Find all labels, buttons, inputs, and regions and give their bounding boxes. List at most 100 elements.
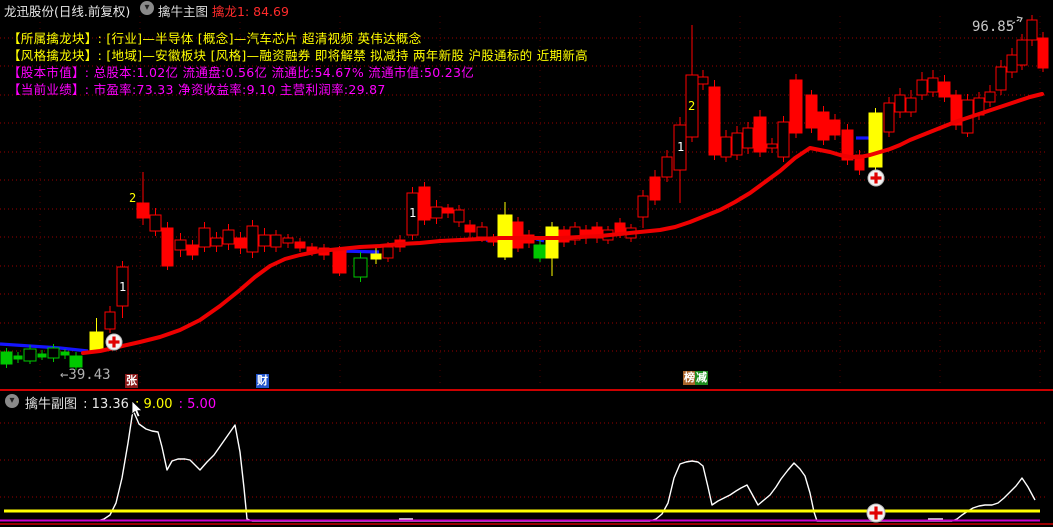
candle-body <box>1006 54 1018 73</box>
candle-body <box>995 66 1007 91</box>
candle-body <box>817 111 830 141</box>
candle-body <box>258 234 271 247</box>
candle-body <box>136 202 150 219</box>
candle-body <box>382 246 394 259</box>
candle-body <box>47 347 60 359</box>
signal-medal-icon <box>870 176 882 180</box>
candle-body <box>270 234 282 248</box>
candle-body <box>905 97 917 113</box>
candle-body <box>161 227 174 267</box>
candle-body <box>805 94 818 129</box>
candle-body <box>222 229 235 245</box>
stock-info-line: 【风格擒龙块】: [地域]—安徽板块 [风格]—融资融券 即将解禁 拟减持 两年… <box>8 48 588 63</box>
candle-body <box>984 91 996 103</box>
candle-body <box>753 116 767 153</box>
candle-body <box>829 119 841 136</box>
candle-body <box>789 79 803 134</box>
candle-body <box>1037 37 1049 69</box>
candle-body <box>406 192 419 236</box>
candle-body <box>69 355 83 368</box>
candle-body <box>430 206 443 219</box>
candle-number-label: 2 <box>688 99 695 113</box>
high-price-label: 96.85 <box>972 19 1014 35</box>
candle-body <box>1016 39 1028 66</box>
subchart-indicator-line <box>96 409 1036 522</box>
candle-body <box>938 81 951 98</box>
candle-body <box>246 225 259 253</box>
candle-body <box>332 249 347 274</box>
subchart-value-3: : 5.00 <box>178 397 217 412</box>
stock-info-line: 【当前业绩】: 市盈率:73.33 净资收益率:9.10 主营利润率:29.87 <box>8 82 386 97</box>
candle-body <box>883 102 895 133</box>
candle-body <box>198 227 211 248</box>
main-chart-header: 龙迅股份(日线.前复权) ▾ 擒牛主图 擒龙1: 84.69 <box>0 0 1053 19</box>
signal-medal-icon <box>869 511 883 515</box>
candle-number-label: 1 <box>119 280 126 294</box>
candle-body <box>104 311 116 330</box>
subchart-title[interactable]: 擒牛副图 <box>25 397 78 412</box>
candle-body <box>685 74 699 138</box>
event-badge[interactable]: 财 <box>256 374 269 388</box>
event-badge[interactable]: 张 <box>125 374 138 388</box>
stock-title: 龙迅股份(日线.前复权) <box>4 4 131 19</box>
candle-body <box>868 112 883 168</box>
candle-body <box>697 76 709 85</box>
candle-body <box>476 226 488 238</box>
candle-body <box>0 351 13 365</box>
stock-info-line: 【股本市值】: 总股本:1.02亿 流通盘:0.56亿 流通比:54.67% 流… <box>8 65 475 80</box>
candle-body <box>1026 19 1038 41</box>
high-arrow-icon <box>1007 17 1023 27</box>
high-arrow-icon <box>1016 16 1023 23</box>
candle-body <box>353 257 368 278</box>
candle-body <box>927 77 939 93</box>
chevron-down-icon[interactable]: ▾ <box>140 1 154 15</box>
stock-info-lines: 【所属擒龙块】: [行业]—半导体 [概念]—汽车芯片 超清视频 英伟达概念【风… <box>8 30 588 98</box>
chevron-down-icon[interactable]: ▾ <box>5 394 19 408</box>
indicator-value: 擒龙1: 84.69 <box>212 4 289 19</box>
candle-body <box>720 136 732 158</box>
signal-medal-icon <box>108 340 120 344</box>
candle-body <box>661 156 673 178</box>
mouse-cursor <box>131 400 145 423</box>
candle-body <box>708 86 721 156</box>
candle-body <box>742 127 754 149</box>
candle-number-label: 1 <box>409 206 416 220</box>
candle-body <box>614 222 626 233</box>
candle-body <box>23 348 37 362</box>
trend-ma-line <box>81 92 1044 355</box>
candle-body <box>894 94 906 113</box>
candle-body <box>916 79 928 96</box>
candle-body <box>649 176 661 201</box>
candle-body <box>545 226 559 259</box>
candle-body <box>149 214 162 232</box>
candle-body <box>533 244 547 259</box>
stock-info-line: 【所属擒龙块】: [行业]—半导体 [概念]—汽车芯片 超清视频 英伟达概念 <box>8 31 422 46</box>
event-badge[interactable]: 减 <box>695 371 708 385</box>
candle-body <box>37 353 47 358</box>
candle-body <box>841 129 854 161</box>
subchart-header: 擒牛副图 : 13.36 : 9.00 : 5.00 <box>25 393 218 412</box>
candle-body <box>777 121 790 158</box>
candle-number-label: 1 <box>677 140 684 154</box>
candle-body <box>637 195 649 218</box>
candle-body <box>442 207 454 214</box>
candle-body <box>731 132 743 156</box>
blue-ma-line <box>340 249 380 254</box>
candle-body <box>174 239 187 251</box>
candle-body <box>453 209 465 223</box>
candle-body <box>116 266 129 307</box>
candle-body <box>673 124 687 171</box>
candle-body <box>234 237 247 249</box>
event-badge[interactable]: 榜 <box>683 371 696 385</box>
candle-body <box>186 244 199 256</box>
subchart-value-1: : 13.36 <box>83 397 129 412</box>
candle-body <box>569 226 581 241</box>
main-indicator-name[interactable]: 擒牛主图 <box>158 4 209 19</box>
candle-body <box>210 237 223 247</box>
low-price-label: ←39.43 <box>60 367 111 383</box>
candle-body <box>950 94 962 126</box>
candle-body <box>294 241 306 249</box>
subchart-value-2: : 9.00 <box>135 397 173 412</box>
